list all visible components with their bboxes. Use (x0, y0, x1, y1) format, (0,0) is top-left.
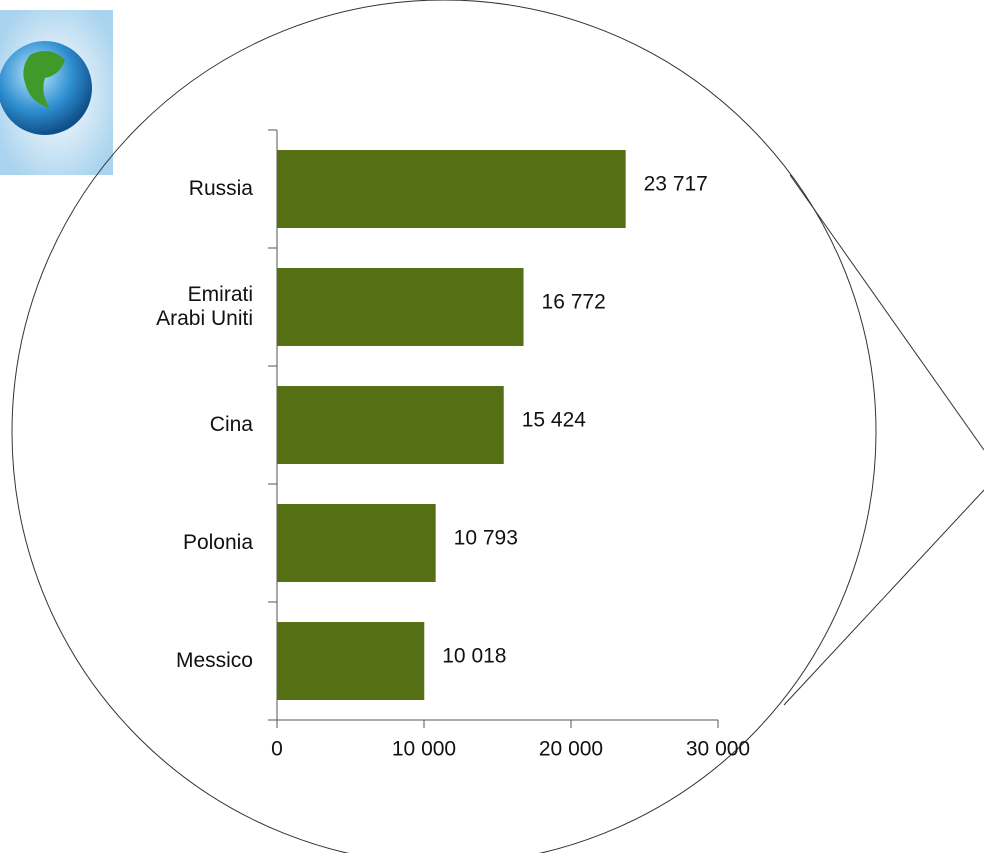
x-tick-label: 10 000 (392, 738, 456, 761)
x-tick-label: 20 000 (539, 738, 603, 761)
pointer-line (789, 174, 984, 451)
pointer-line (783, 489, 984, 706)
bar (277, 268, 524, 346)
value-label: 23 717 (644, 173, 708, 196)
category-label: Polonia (182, 531, 253, 554)
category-label: Messico (175, 649, 253, 672)
x-tick-label: 0 (271, 738, 283, 761)
value-label: 16 772 (542, 291, 606, 314)
frame-circle (11, 0, 877, 853)
value-label: 15 424 (522, 409, 587, 432)
bar (277, 150, 626, 228)
value-label: 10 018 (442, 645, 506, 668)
category-label: Cina (209, 413, 253, 436)
bar (277, 504, 436, 582)
globe-land (23, 51, 65, 108)
category-label: Russia (188, 177, 253, 200)
globe (0, 41, 92, 135)
bar (277, 622, 425, 700)
bar (277, 386, 504, 464)
x-tick-label: 30 000 (686, 738, 750, 761)
category-label: Emirati Arabi Uniti (156, 283, 253, 330)
value-label: 10 793 (454, 527, 518, 550)
